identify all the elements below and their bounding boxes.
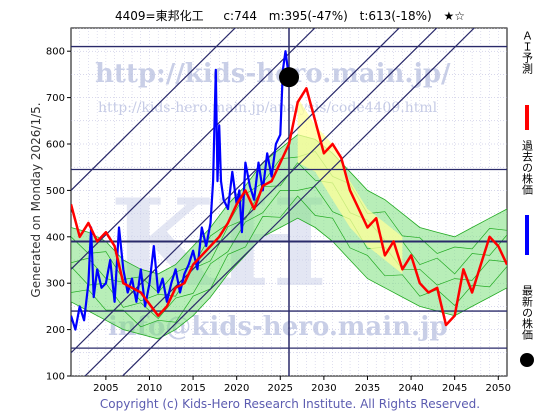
y-tick-label: 200 — [46, 325, 65, 336]
latest-marker — [279, 67, 299, 88]
y-tick-label: 500 — [46, 186, 65, 197]
y-tick-label: 600 — [46, 140, 65, 151]
series — [71, 50, 507, 331]
current-price: c:744 — [223, 9, 257, 23]
yellow-zone — [297, 97, 403, 274]
legend-swatch — [520, 353, 534, 367]
min-price: m:395(-47%) — [269, 9, 348, 23]
channel-line — [71, 28, 236, 191]
x-tick-label: 2035 — [355, 383, 380, 394]
yellow-zone-area — [297, 97, 403, 274]
latest-price-marker — [279, 67, 299, 88]
y-tick-label: 400 — [46, 232, 65, 243]
url-path-watermark: http://kids-hero.main.jp/analysis/code44… — [98, 100, 438, 116]
chart-title: 4409=東邦化工 c:744 m:395(-47%) t:613(-18%) … — [115, 9, 465, 23]
legend-label: 過去の株価 — [521, 140, 534, 195]
y-axis-ticks: 100 200 300 400 500 600 700 800 — [46, 47, 71, 383]
legend-label: ＡＩ予測 — [521, 30, 534, 75]
y-tick-label: 100 — [46, 372, 65, 383]
x-tick-label: 2015 — [180, 383, 205, 394]
rating-stars: ★☆ — [444, 9, 466, 23]
x-tick-label: 2040 — [398, 383, 423, 394]
y-tick-label: 700 — [46, 93, 65, 104]
ticker-name: 4409=東邦化工 — [115, 9, 204, 23]
x-tick-label: 2025 — [268, 383, 293, 394]
url-watermark: http://kids-hero.main.jp/ — [95, 59, 451, 89]
legend-label: 最新の株価 — [521, 285, 534, 340]
y-tick-label: 800 — [46, 47, 65, 58]
x-axis-ticks: 2005 2010 2015 2020 2025 2030 2035 2040 2045 2050 — [93, 376, 511, 394]
target-price: t:613(-18%) — [360, 9, 432, 23]
x-tick-label: 2045 — [442, 383, 467, 394]
ai-prediction-line — [71, 87, 507, 327]
x-tick-label: 2030 — [311, 383, 336, 394]
y-tick-label: 300 — [46, 279, 65, 290]
x-tick-label: 2005 — [93, 383, 118, 394]
copyright-text: Copyright (c) Kids-Hero Research Institu… — [100, 397, 480, 411]
x-tick-label: 2010 — [137, 383, 162, 394]
past-price-line — [71, 50, 291, 331]
plot-layer: KH http://kids-hero.main.jp/ http://kids… — [71, 28, 507, 376]
x-tick-label: 2020 — [224, 383, 249, 394]
x-tick-label: 2050 — [486, 383, 511, 394]
generated-date: Generated on Monday 2026/1/5. — [29, 102, 43, 297]
